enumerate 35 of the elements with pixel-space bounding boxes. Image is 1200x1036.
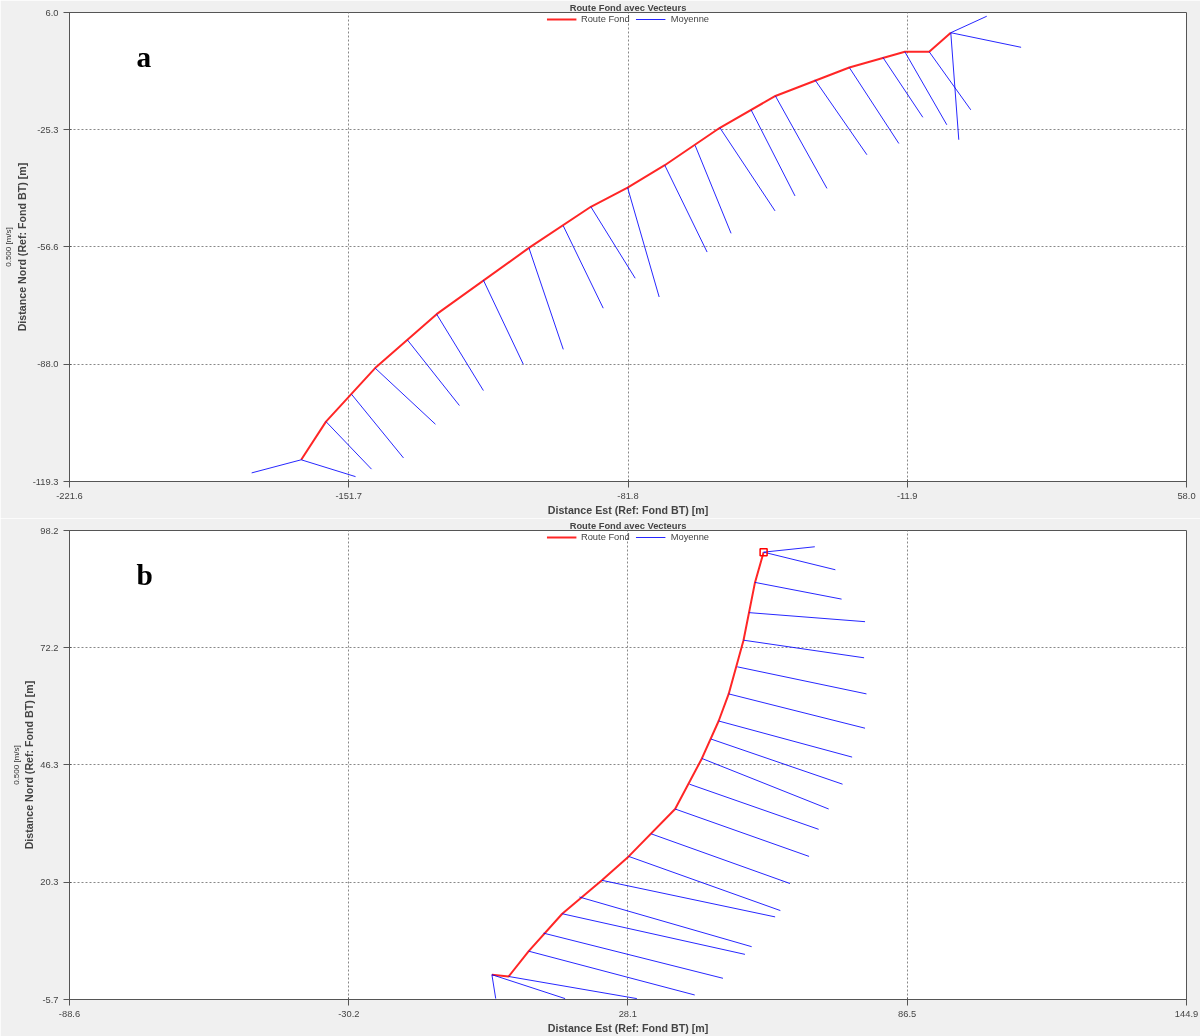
x-tick-label: 144.9	[1174, 1008, 1199, 1019]
y-tick-label: 46.3	[40, 759, 59, 770]
y-tick-label: -5.7	[42, 994, 59, 1005]
x-tick-label: 58.0	[1177, 490, 1196, 501]
x-tick-label: -11.9	[896, 490, 918, 501]
x-tick-label: -30.2	[338, 1008, 360, 1019]
annotation: a	[136, 41, 152, 74]
x-axis-title: Distance Est (Ref: Fond BT) [m]	[547, 1021, 709, 1034]
y-axis-title: Distance Nord (Ref: Fond BT) [m]	[23, 680, 36, 850]
y-tick-label: -56.6	[37, 241, 59, 252]
legend-label: Route Fond	[580, 14, 630, 24]
x-tick-label: 86.5	[898, 1008, 917, 1019]
x-tick-label: -151.7	[335, 490, 362, 501]
x-tick-label: -88.6	[58, 1008, 81, 1019]
y-tick-label: 20.3	[40, 877, 59, 888]
annotation: b	[136, 559, 153, 592]
x-axis-title: Distance Est (Ref: Fond BT) [m]	[547, 503, 709, 516]
x-tick-label: 28.1	[618, 1008, 637, 1019]
chart-title: Route Fond avec Vecteurs	[569, 520, 687, 531]
y-axis-title: Distance Nord (Ref: Fond BT) [m]	[15, 162, 28, 332]
x-tick-label: -221.6	[56, 490, 83, 501]
legend-label: Moyenne	[670, 14, 710, 24]
legend-label: Moyenne	[670, 532, 710, 542]
y-tick-label: -88.0	[37, 359, 59, 370]
text: 0.500 [m/s]	[11, 745, 21, 785]
y-tick-label: 6.0	[45, 7, 59, 18]
y-tick-label: 72.2	[40, 642, 59, 653]
x-tick-label: -81.8	[617, 490, 639, 501]
legend-label: Route Fond	[580, 532, 630, 542]
y-tick-label: 98.2	[40, 525, 59, 536]
y-tick-label: -25.3	[37, 124, 59, 135]
y-tick-label: -119.3	[32, 476, 59, 487]
text: 0.500 [m/s]	[3, 227, 13, 267]
chart-title: Route Fond avec Vecteurs	[569, 2, 687, 13]
line-series	[300, 31, 952, 461]
